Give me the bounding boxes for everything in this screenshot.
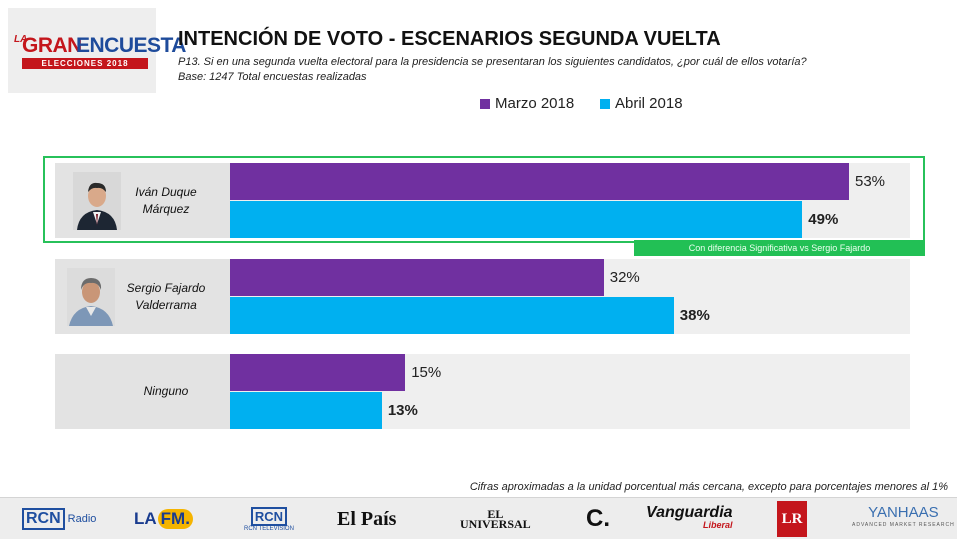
bar-value-label: 15% (411, 364, 442, 381)
rcn-tv-text: RCN TELEVISION (244, 525, 294, 532)
bar-value-label: 32% (609, 269, 640, 286)
logo-word-encuesta: ENCUESTA (76, 34, 186, 57)
vanguardia-text: Vanguardia (646, 504, 733, 521)
candidate-card-duque: Iván Duque Márquez (55, 163, 230, 238)
rcn-tv-mark: RCN (250, 506, 288, 526)
legend-item-marzo: Marzo 2018 (480, 95, 574, 112)
universal-line2: UNIVERSAL (460, 517, 531, 531)
legend-label-abril: Abril 2018 (615, 95, 683, 112)
legend-item-abril: Abril 2018 (600, 95, 683, 112)
vanguardia-sub: Liberal (703, 520, 733, 530)
candidate-name-line2: Márquez (142, 202, 190, 216)
rcn-radio-logo: RCN Radio (22, 498, 96, 539)
lafm-text-b: FM. (157, 509, 193, 529)
lafm-text-a: LA (134, 509, 157, 528)
legend-swatch-abril (600, 98, 610, 109)
bar-ninguno-marzo (230, 354, 406, 391)
base-text: Base: 1247 Total encuestas realizadas (178, 71, 367, 83)
candidate-photo-fajardo (67, 268, 115, 326)
el-pais-logo: El País (337, 507, 397, 530)
el-colombiano-logo: C. (586, 505, 610, 532)
logo-prefix: LA (14, 34, 28, 45)
logo-subtitle-year: 2018 (106, 59, 129, 68)
rcn-radio-mark: RCN (22, 508, 65, 530)
logo-subtitle: ELECCIONES 2018 (22, 58, 148, 69)
footnote: Cifras aproximadas a la unidad porcentua… (469, 481, 948, 493)
significance-note: Con diferencia Significativa vs Sergio F… (634, 240, 925, 256)
significance-highlight-frame (43, 156, 925, 243)
candidate-photo-duque (73, 172, 121, 230)
bar-fajardo-marzo (230, 259, 604, 296)
yanhaas-logo: YANHAAS ADVANCED MARKET RESEARCH (852, 498, 955, 539)
logo-subtitle-word: ELECCIONES (41, 59, 104, 68)
yanhaas-text: YANHAAS (868, 504, 939, 521)
bar-fajardo-abril (230, 297, 674, 334)
candidate-card-fajardo: Sergio Fajardo Valderrama (55, 259, 230, 334)
candidate-name-line2: Valderrama (135, 298, 197, 312)
la-republica-logo: LR (777, 501, 807, 537)
universal-line1: EL (487, 507, 504, 521)
legend-swatch-marzo (480, 98, 490, 109)
candidate-name-line1: Sergio Fajardo (126, 281, 206, 295)
media-partners-strip: RCN Radio LA FM. RCN RCN TELEVISION El P… (0, 497, 957, 539)
gran-encuesta-logo: LA GRAN ENCUESTA ELECCIONES 2018 (8, 8, 186, 93)
legend-label-marzo: Marzo 2018 (495, 95, 575, 112)
vanguardia-liberal-logo: Vanguardia Liberal (646, 498, 733, 539)
bar-value-label: 13% (387, 402, 418, 419)
bar-duque-marzo (230, 163, 849, 200)
candidate-name-duque: Iván Duque Márquez (111, 184, 221, 218)
candidate-name-line1: Ninguno (143, 384, 189, 398)
yanhaas-sub: ADVANCED MARKET RESEARCH (852, 522, 955, 528)
candidate-name-line1: Iván Duque (135, 185, 197, 199)
bar-value-label: 49% (808, 211, 839, 228)
rcn-radio-text: Radio (67, 513, 97, 525)
candidate-name-fajardo: Sergio Fajardo Valderrama (111, 280, 221, 314)
bar-value-label: 38% (679, 307, 710, 324)
lafm-logo: LA FM. (134, 498, 193, 539)
bar-duque-abril (230, 201, 803, 238)
candidate-name-ninguno: Ninguno (111, 383, 221, 400)
logo-word-gran: GRAN (22, 34, 82, 57)
page-title: INTENCIÓN DE VOTO - ESCENARIOS SEGUNDA V… (178, 28, 721, 50)
el-universal-logo: EL UNIVERSAL (460, 498, 531, 539)
candidate-card-ninguno: Ninguno (55, 354, 230, 429)
bar-ninguno-abril (230, 392, 382, 429)
bar-value-label: 53% (855, 173, 886, 190)
rcn-television-logo: RCN RCN TELEVISION (244, 498, 294, 539)
question-text: P13. Si en una segunda vuelta electoral … (178, 56, 807, 68)
